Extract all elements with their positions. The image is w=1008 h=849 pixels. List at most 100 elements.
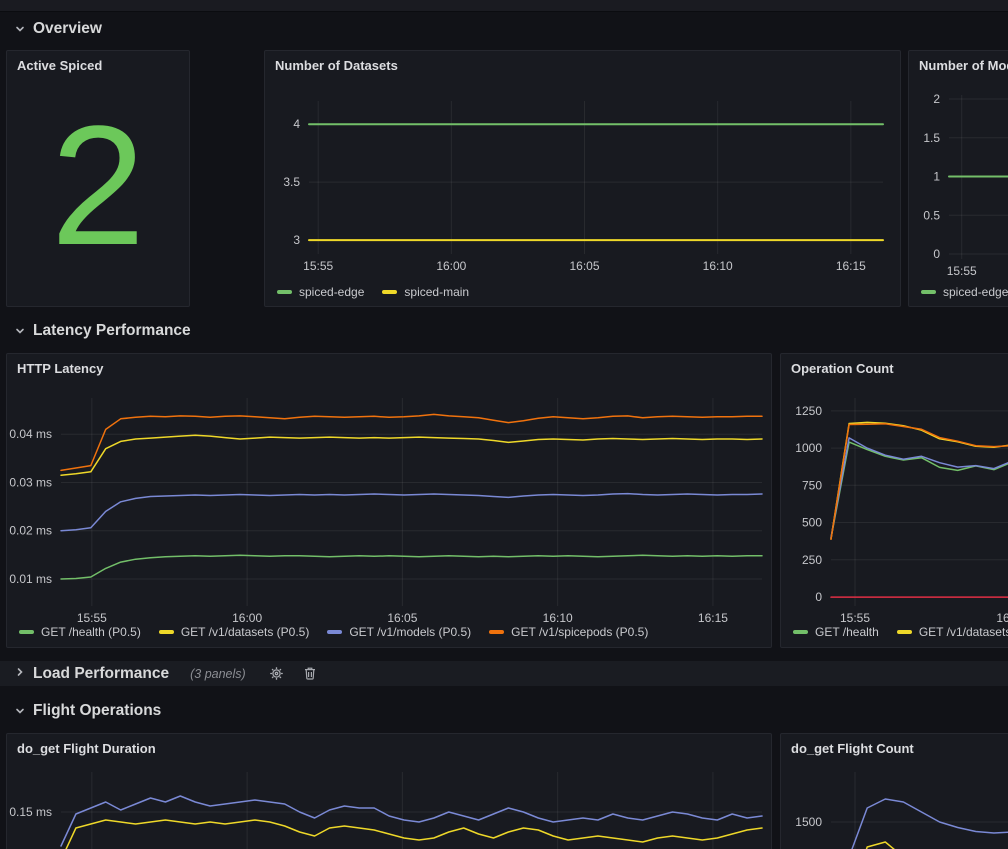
panel-number-of-datasets: Number of Datasets 15:5516:0016:0516:101… (264, 50, 901, 307)
svg-text:0.5: 0.5 (923, 208, 940, 222)
panel-active-spiced: Active Spiced 2 (6, 50, 190, 307)
svg-text:15:55: 15:55 (840, 611, 870, 625)
section-title: Latency Performance (33, 322, 191, 340)
svg-text:1500: 1500 (795, 815, 822, 829)
svg-text:0.02 ms: 0.02 ms (9, 524, 52, 538)
chevron-down-icon (14, 23, 26, 35)
svg-text:4: 4 (293, 117, 300, 131)
svg-text:15:55: 15:55 (77, 611, 107, 625)
legend-label: spiced-main (404, 285, 469, 299)
active-spiced-value: 2 (7, 65, 189, 306)
svg-text:1250: 1250 (795, 404, 822, 418)
section-title: Load Performance (33, 665, 169, 683)
legend-label: spiced-edge (943, 285, 1008, 299)
chart-legend: spiced-edge (921, 285, 1008, 299)
legend-label: GET /v1/datasets (919, 625, 1008, 639)
svg-text:16:00: 16:00 (436, 259, 466, 273)
legend-swatch (277, 290, 292, 294)
svg-text:0.01 ms: 0.01 ms (9, 572, 52, 586)
legend-swatch (793, 630, 808, 634)
section-header-latency-performance[interactable]: Latency Performance (14, 318, 191, 344)
section-title: Overview (33, 20, 102, 38)
chevron-down-icon (14, 325, 26, 337)
panel-title[interactable]: Operation Count (791, 361, 894, 376)
chevron-down-icon (14, 705, 26, 717)
legend-item[interactable]: GET /v1/datasets (897, 625, 1008, 639)
legend-item[interactable]: spiced-main (382, 285, 469, 299)
svg-text:1000: 1000 (795, 441, 822, 455)
section-header-overview[interactable]: Overview (14, 16, 102, 42)
svg-text:1.5: 1.5 (923, 131, 940, 145)
trash-icon[interactable] (303, 666, 317, 681)
number-of-models-chart[interactable]: 15:55 2 1.5 1 0.5 0 (909, 51, 1008, 306)
panel-operation-count: Operation Count 15:55 16:00 1250 1000 750 500… (780, 353, 1008, 648)
chevron-right-icon (14, 665, 26, 683)
svg-text:0: 0 (933, 247, 940, 261)
svg-text:16:00: 16:00 (996, 611, 1008, 625)
legend-swatch (921, 290, 936, 294)
legend-label: spiced-edge (299, 285, 364, 299)
gear-icon[interactable] (269, 666, 284, 681)
legend-swatch (19, 630, 34, 634)
section-title: Flight Operations (33, 702, 161, 720)
legend-swatch (897, 630, 912, 634)
svg-text:3: 3 (293, 233, 300, 247)
svg-text:500: 500 (802, 516, 822, 530)
http-latency-chart[interactable]: 15:55 16:00 16:05 16:10 16:15 0.04 ms 0.03 ms 0… (7, 354, 771, 647)
legend-label: GET /health (P0.5) (41, 625, 141, 639)
svg-text:250: 250 (802, 553, 822, 567)
legend-item[interactable]: GET /v1/datasets (P0.5) (159, 625, 310, 639)
svg-text:16:15: 16:15 (698, 611, 728, 625)
legend-label: GET /v1/models (P0.5) (349, 625, 471, 639)
legend-swatch (159, 630, 174, 634)
legend-swatch (327, 630, 342, 634)
svg-text:1: 1 (933, 170, 940, 184)
svg-text:16:10: 16:10 (543, 611, 573, 625)
panel-http-latency: HTTP Latency 15:55 16:00 16:05 16:10 16:15 0.… (6, 353, 772, 648)
svg-text:2: 2 (933, 92, 940, 106)
legend-swatch (382, 290, 397, 294)
svg-text:16:00: 16:00 (232, 611, 262, 625)
panel-title[interactable]: Number of Models (919, 58, 1008, 73)
panel-title[interactable]: Active Spiced (17, 58, 102, 73)
panel-do-get-flight-duration: do_get Flight Duration 0.15 ms (6, 733, 772, 849)
svg-text:0.04 ms: 0.04 ms (9, 427, 52, 441)
toolbar-edge (0, 0, 1008, 12)
legend-label: GET /health (815, 625, 879, 639)
svg-text:16:15: 16:15 (836, 259, 866, 273)
panel-count-label: (3 panels) (190, 667, 246, 681)
svg-text:15:55: 15:55 (947, 264, 977, 278)
legend-item[interactable]: GET /health (793, 625, 879, 639)
panel-title[interactable]: HTTP Latency (17, 361, 103, 376)
section-header-load-performance[interactable]: Load Performance (3 panels) (0, 661, 1008, 686)
legend-item[interactable]: spiced-edge (277, 285, 364, 299)
svg-text:3.5: 3.5 (283, 175, 300, 189)
panel-title[interactable]: do_get Flight Duration (17, 741, 156, 756)
legend-item[interactable]: GET /v1/models (P0.5) (327, 625, 471, 639)
chart-legend: GET /health (P0.5) GET /v1/datasets (P0.5… (19, 625, 648, 639)
svg-text:15:55: 15:55 (303, 259, 333, 273)
legend-item[interactable]: spiced-edge (921, 285, 1008, 299)
svg-text:0.15 ms: 0.15 ms (9, 805, 52, 819)
grafana-dashboard: Overview Active Spiced 2 Number of Datas… (0, 0, 1008, 849)
section-header-flight-operations[interactable]: Flight Operations (14, 699, 161, 723)
operation-count-chart[interactable]: 15:55 16:00 1250 1000 750 500 250 0 (781, 354, 1008, 647)
svg-text:750: 750 (802, 478, 822, 492)
legend-label: GET /v1/datasets (P0.5) (181, 625, 310, 639)
svg-text:0: 0 (815, 590, 822, 604)
svg-text:0.03 ms: 0.03 ms (9, 475, 52, 489)
number-of-datasets-chart[interactable]: 15:55 16:00 16:05 16:10 16:15 4 3.5 3 (265, 51, 900, 306)
legend-label: GET /v1/spicepods (P0.5) (511, 625, 648, 639)
panel-do-get-flight-count: do_get Flight Count 1500 (780, 733, 1008, 849)
panel-title[interactable]: do_get Flight Count (791, 741, 914, 756)
chart-legend: GET /health GET /v1/datasets (793, 625, 1008, 639)
chart-legend: spiced-edge spiced-main (277, 285, 469, 299)
panel-title[interactable]: Number of Datasets (275, 58, 398, 73)
legend-swatch (489, 630, 504, 634)
panel-number-of-models: Number of Models 15:55 2 1.5 1 0.5 0 spiced-e… (908, 50, 1008, 307)
svg-text:16:10: 16:10 (703, 259, 733, 273)
svg-text:16:05: 16:05 (387, 611, 417, 625)
legend-item[interactable]: GET /health (P0.5) (19, 625, 141, 639)
svg-text:16:05: 16:05 (570, 259, 600, 273)
legend-item[interactable]: GET /v1/spicepods (P0.5) (489, 625, 648, 639)
